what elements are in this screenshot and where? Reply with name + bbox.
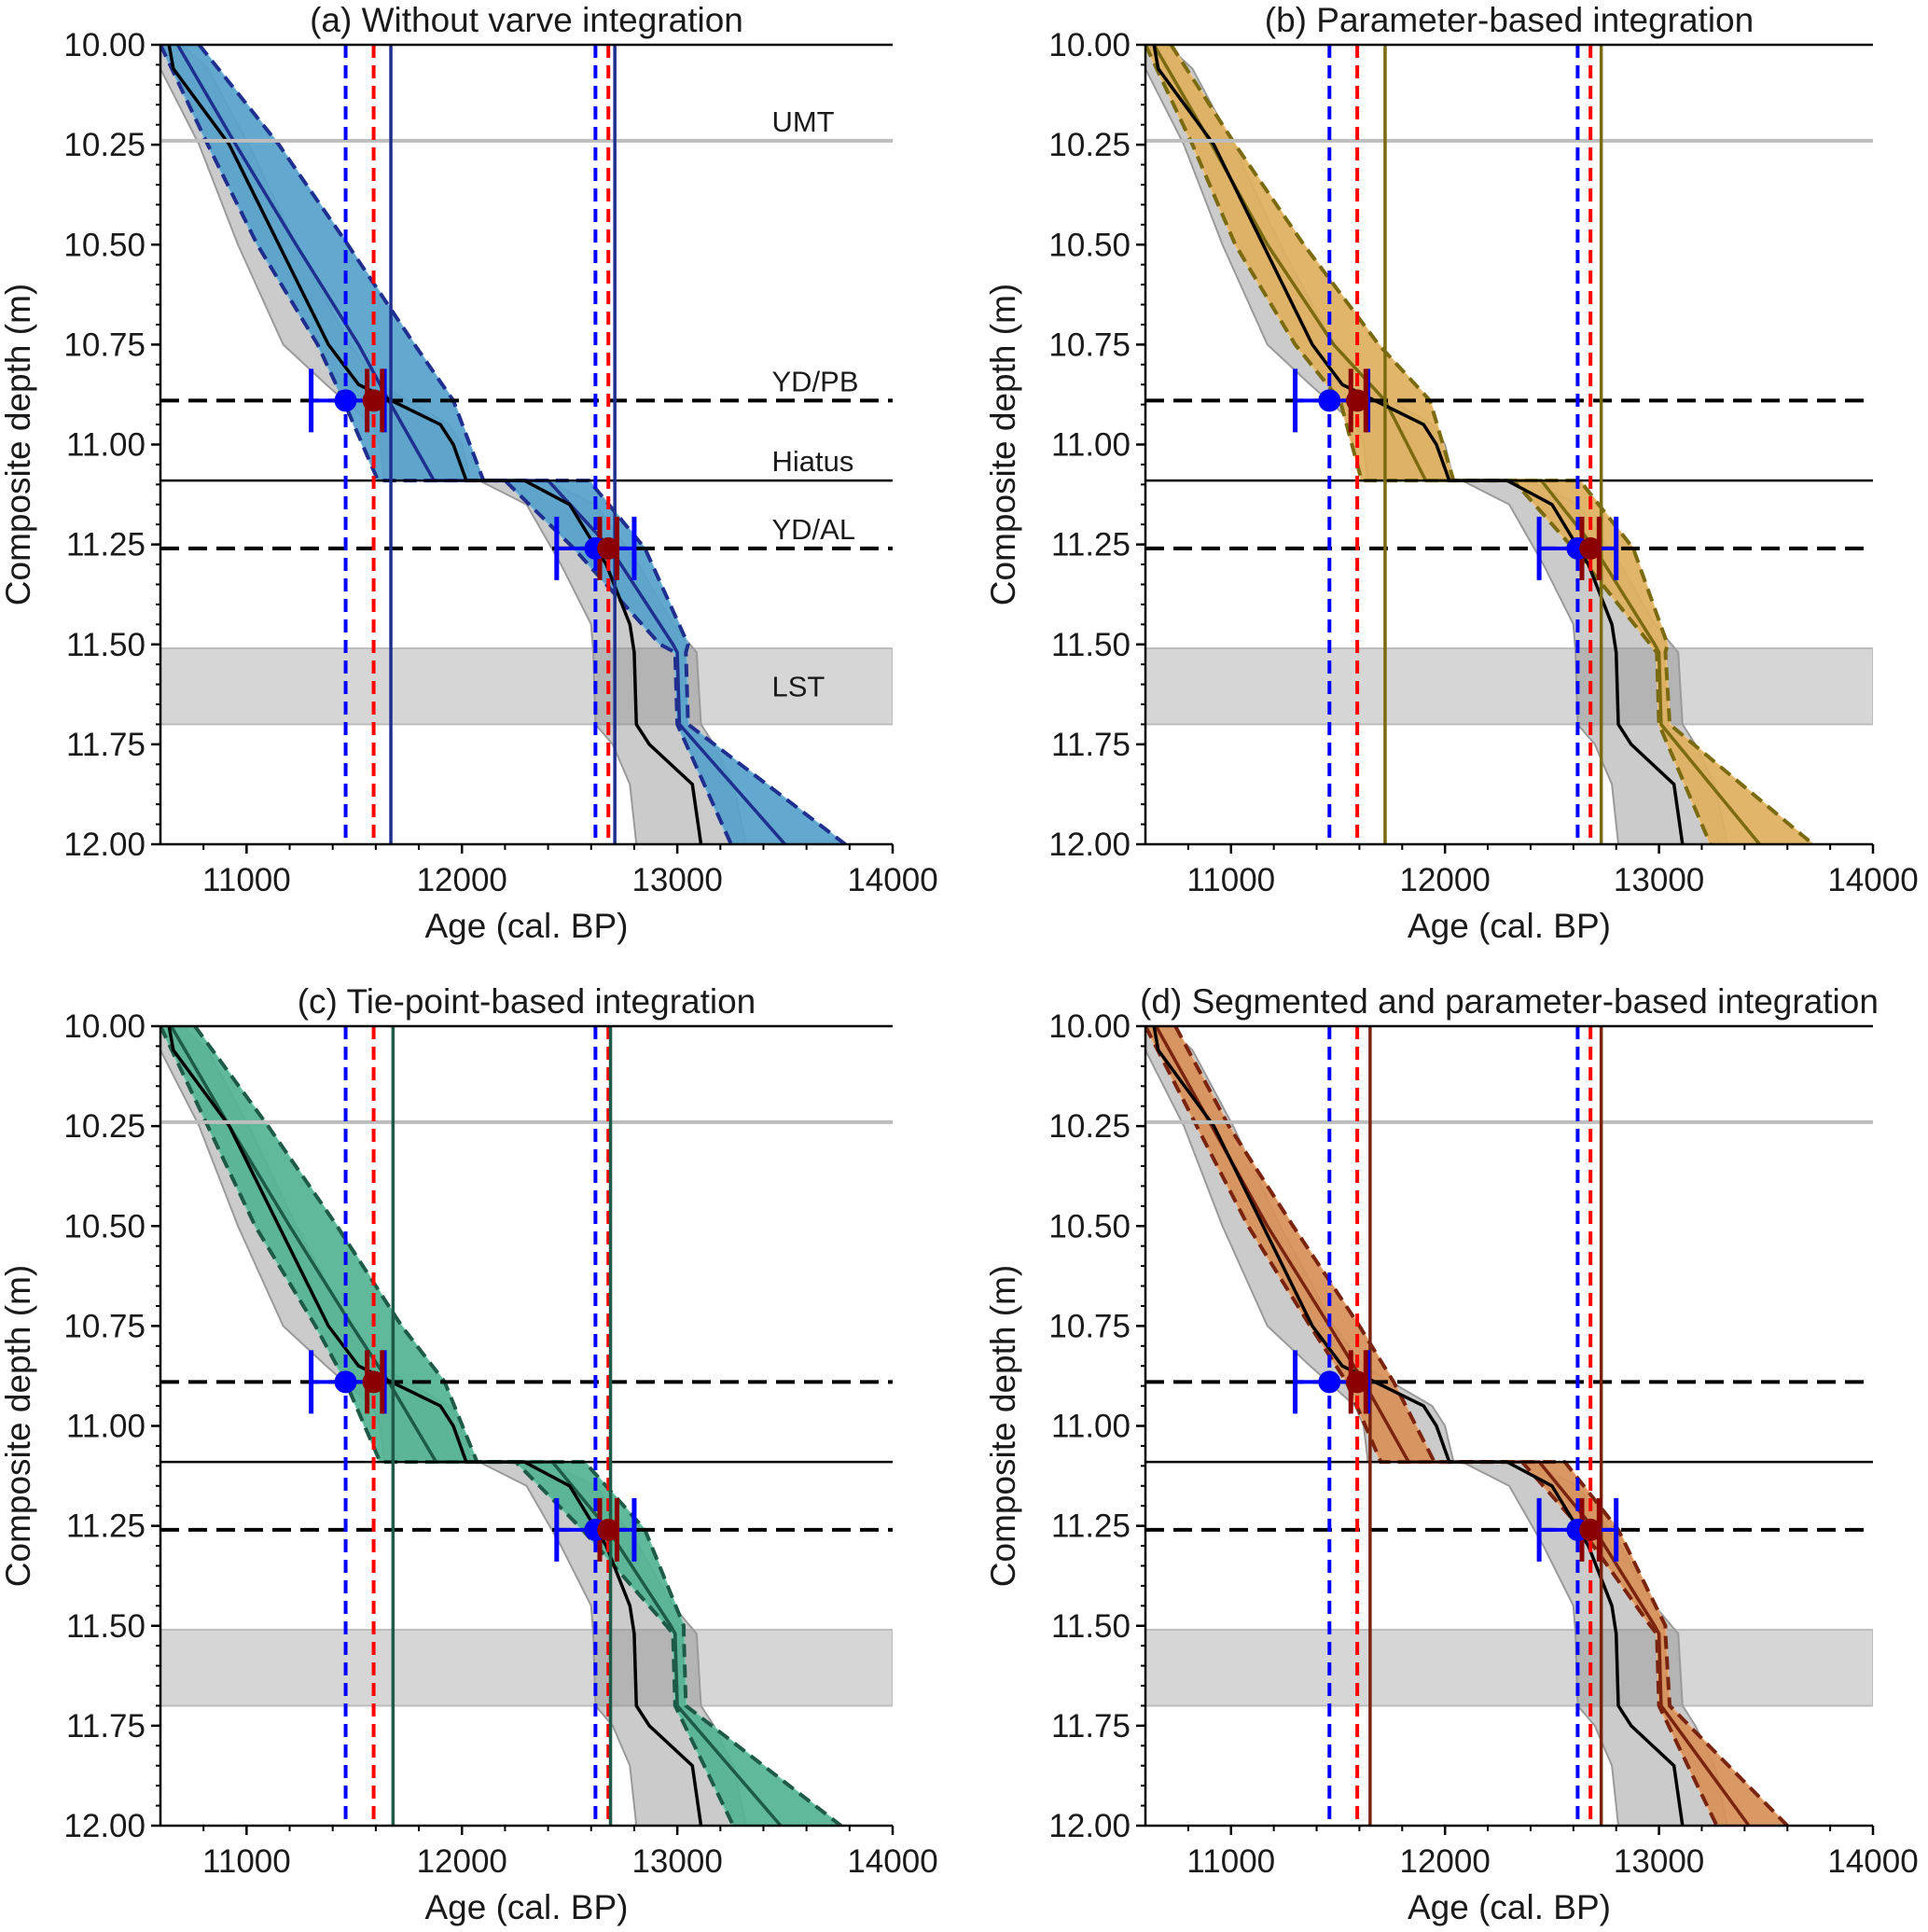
y-tick-label: 11.00 (66, 1409, 146, 1445)
x-tick-label: 12000 (417, 1843, 507, 1880)
plot-area (160, 1026, 893, 1826)
x-axis-label: Age (cal. BP) (425, 1888, 629, 1926)
red-tie-point (597, 1518, 620, 1541)
y-tick-label: 10.50 (63, 1208, 146, 1244)
panel-title: (d) Segmented and parameter-based integr… (1140, 982, 1879, 1021)
x-axis-label: Age (cal. BP) (1408, 907, 1611, 945)
plot-area: UMT YD/PB Hiatus YD/AL LST (160, 45, 893, 844)
x-tick-label: 12000 (417, 862, 507, 898)
y-tick-label: 11.00 (1051, 1409, 1130, 1445)
y-tick-label: 11.75 (1051, 1708, 1130, 1744)
blue-tie-point (334, 1370, 357, 1394)
y-axis-label: Composite depth (m) (0, 284, 37, 605)
y-tick-label: 11.75 (1051, 727, 1130, 763)
y-tick-label: 10.00 (63, 27, 146, 63)
y-tick-label: 10.75 (1048, 327, 1130, 363)
y-tick-label: 10.75 (1048, 1308, 1130, 1344)
y-axis-label: Composite depth (m) (0, 1265, 37, 1587)
y-tick-label: 10.25 (1048, 1108, 1130, 1145)
y-tick-label: 10.25 (1048, 127, 1130, 163)
panel-a: UMT YD/PB Hiatus YD/AL LST 10.00 10.25 10.50 10.… (0, 1, 938, 945)
x-tick-label: 13000 (1614, 1843, 1704, 1880)
panel-c: 10.00 10.25 10.50 10.75 11.00 11.25 11.50 11.75… (0, 982, 938, 1926)
y-tick-label: 10.25 (63, 127, 146, 163)
y-tick-label: 10.00 (63, 1008, 146, 1045)
lst-band (160, 647, 893, 726)
x-tick-label: 11000 (1186, 1843, 1275, 1880)
plot-area (1145, 45, 1873, 844)
y-tick-label: 10.50 (1048, 227, 1130, 263)
lst-band (160, 1629, 893, 1707)
marker-label-yd-al: YD/AL (771, 513, 855, 546)
y-axis-label: Composite depth (m) (984, 1265, 1022, 1587)
y-tick-label: 11.25 (66, 1508, 146, 1545)
y-tick-label: 11.50 (66, 627, 146, 663)
red-tie-point (1346, 389, 1369, 412)
y-tick-label: 11.50 (66, 1608, 146, 1645)
y-axis-label: Composite depth (m) (984, 284, 1022, 605)
x-tick-label: 12000 (1400, 862, 1491, 898)
panel-title: (a) Without varve integration (310, 1, 743, 39)
x-tick-label: 14000 (1827, 862, 1918, 898)
x-axis-label: Age (cal. BP) (425, 907, 629, 945)
y-tick-label: 11.50 (1051, 1608, 1130, 1645)
y-tick-label: 10.50 (1048, 1208, 1130, 1244)
y-tick-label: 11.00 (1051, 427, 1130, 464)
panel-b: 10.00 10.25 10.50 10.75 11.00 11.25 11.50 11.75… (984, 1, 1919, 945)
y-tick-label: 11.75 (66, 727, 146, 763)
y-tick-label: 10.75 (63, 327, 146, 363)
lst-band (1145, 1629, 1873, 1707)
y-tick-label: 12.00 (1048, 827, 1130, 863)
red-tie-point (362, 1370, 385, 1394)
marker-label-yd-pb: YD/PB (771, 365, 858, 397)
x-axis-label: Age (cal. BP) (1408, 1888, 1611, 1926)
y-tick-label: 11.00 (66, 427, 146, 464)
red-tie-point (597, 536, 620, 560)
plot-area (1145, 1026, 1873, 1826)
x-tick-label: 13000 (1614, 862, 1704, 898)
lst-label: LST (771, 671, 825, 703)
y-tick-label: 12.00 (63, 1808, 146, 1844)
y-tick-label: 10.00 (1048, 27, 1130, 63)
y-tick-label: 12.00 (1048, 1808, 1130, 1844)
model-range-overlap (1145, 45, 1813, 844)
x-tick-label: 14000 (847, 862, 937, 898)
model-upper-bound (1173, 1026, 1789, 1826)
lst-band (1145, 647, 1873, 726)
x-tick-label: 14000 (1827, 1843, 1918, 1880)
y-tick-label: 10.25 (63, 1108, 146, 1145)
x-tick-label: 13000 (631, 862, 722, 898)
panel-title: (b) Parameter-based integration (1265, 1, 1754, 39)
blue-tie-point (1318, 389, 1341, 412)
red-tie-point (362, 389, 385, 412)
y-tick-label: 12.00 (63, 827, 146, 863)
panel-title: (c) Tie-point-based integration (298, 982, 756, 1021)
y-tick-label: 11.25 (1051, 527, 1130, 563)
y-tick-label: 11.25 (1051, 1508, 1130, 1545)
x-tick-label: 14000 (847, 1843, 937, 1880)
x-tick-label: 11000 (1186, 862, 1275, 898)
red-tie-point (1346, 1370, 1369, 1394)
blue-tie-point (1318, 1370, 1341, 1394)
y-tick-label: 10.00 (1048, 1008, 1130, 1045)
y-tick-label: 10.75 (63, 1308, 146, 1344)
x-tick-label: 12000 (1400, 1843, 1491, 1880)
marker-label-hiatus: Hiatus (771, 445, 853, 478)
y-tick-label: 11.50 (1051, 627, 1130, 663)
x-tick-label: 11000 (202, 1843, 291, 1880)
y-tick-label: 11.75 (66, 1708, 146, 1744)
y-tick-label: 10.50 (63, 227, 146, 263)
x-tick-label: 13000 (631, 1843, 722, 1880)
panel-d: 10.00 10.25 10.50 10.75 11.00 11.25 11.50 11.75… (984, 982, 1919, 1926)
x-tick-label: 11000 (202, 862, 291, 898)
red-tie-point (1579, 536, 1602, 560)
red-tie-point (1579, 1518, 1602, 1541)
model-lower-bound (160, 45, 733, 844)
y-tick-label: 11.25 (66, 527, 146, 563)
blue-tie-point (334, 389, 357, 412)
model-range-overlap (1145, 1026, 1788, 1826)
marker-label-umt: UMT (771, 105, 834, 138)
